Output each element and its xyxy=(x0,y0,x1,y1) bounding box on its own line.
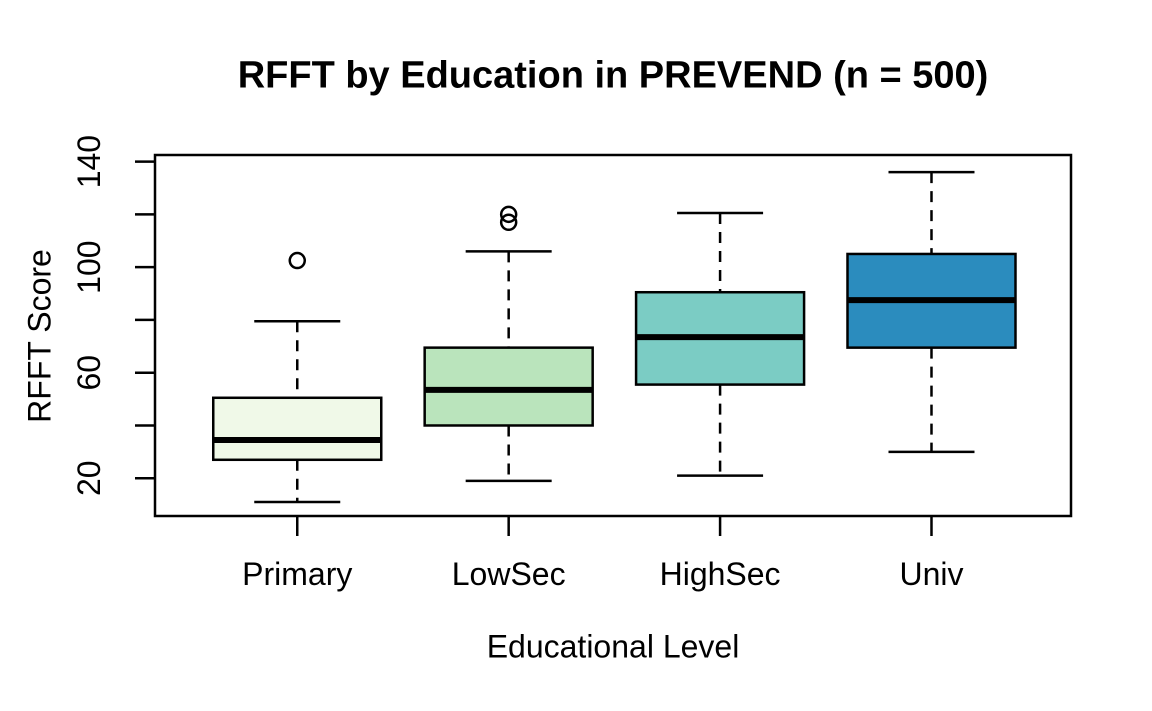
x-axis-label: Educational Level xyxy=(486,628,740,665)
outlier-point xyxy=(288,251,307,270)
y-tick-label: 100 xyxy=(71,240,107,293)
y-axis-label: RFFT Score xyxy=(21,249,58,423)
x-tick-label: Univ xyxy=(899,556,963,592)
x-tick-label: Primary xyxy=(242,556,352,592)
outlier-point xyxy=(499,205,518,224)
plot-frame xyxy=(153,153,1073,518)
boxplot-primary xyxy=(212,251,383,504)
x-tick-label: LowSec xyxy=(452,556,566,592)
boxplot-highsec xyxy=(634,211,806,477)
outlier-point xyxy=(499,213,518,232)
iqr-box xyxy=(423,346,594,427)
y-tick-label: 20 xyxy=(71,460,107,496)
x-tick-label: HighSec xyxy=(660,556,781,592)
y-tick-label: 60 xyxy=(71,355,107,391)
boxplot-univ xyxy=(846,170,1017,454)
iqr-box xyxy=(212,396,383,462)
boxplot-lowsec xyxy=(423,205,594,483)
chart-title: RFFT by Education in PREVEND (n = 500) xyxy=(237,54,989,97)
y-tick-label: 140 xyxy=(71,135,107,188)
